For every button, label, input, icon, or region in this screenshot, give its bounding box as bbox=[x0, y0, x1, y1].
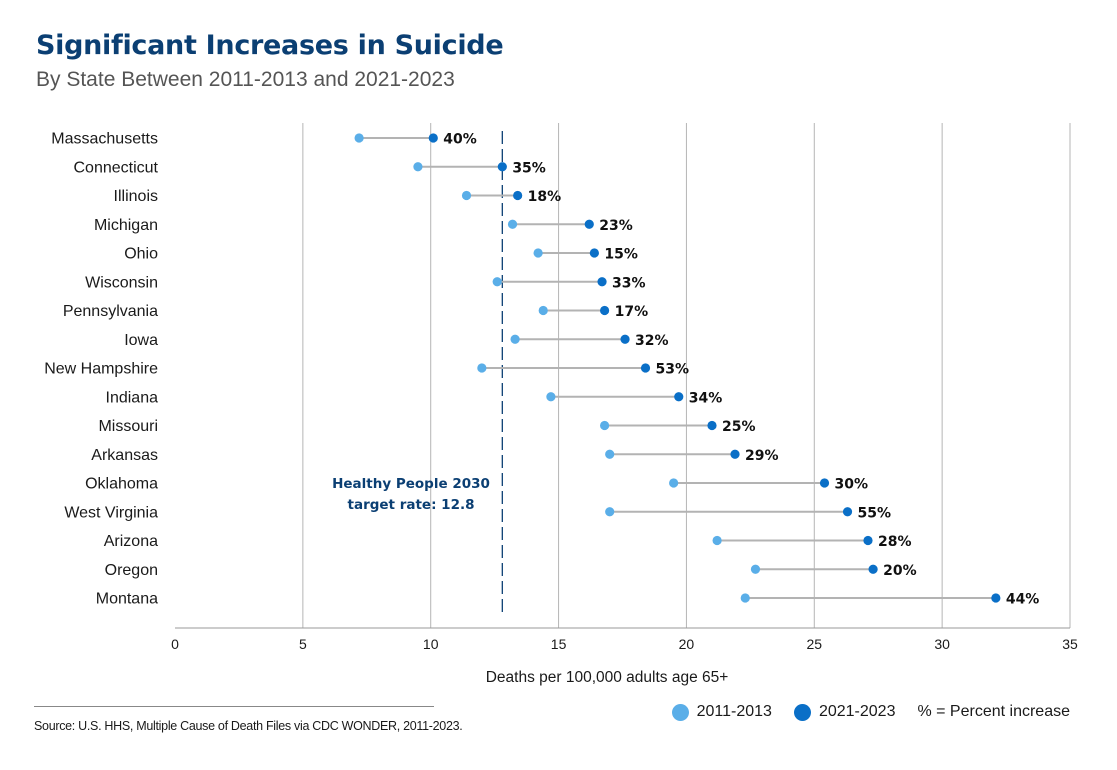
percent-label-oklahoma: 30% bbox=[835, 477, 869, 493]
point-2021-2023-massachusetts bbox=[428, 133, 438, 143]
category-label-oklahoma: Oklahoma bbox=[85, 476, 158, 493]
point-2011-2013-michigan bbox=[507, 219, 518, 229]
percent-label-iowa: 32% bbox=[635, 333, 669, 349]
dumbbell-chart: 0 5 10 15 20 25 30 35 Deaths per 100,000 adults … bbox=[44, 123, 1078, 686]
percent-label-arizona: 28% bbox=[878, 534, 912, 550]
point-2011-2013-oregon bbox=[750, 564, 761, 574]
x-tick-label-15: 15 bbox=[551, 636, 567, 652]
category-label-arkansas: Arkansas bbox=[91, 447, 158, 464]
category-label-wisconsin: Wisconsin bbox=[85, 274, 158, 291]
point-2021-2023-missouri bbox=[707, 420, 717, 431]
point-2021-2023-west-virginia bbox=[842, 507, 853, 517]
point-2011-2013-montana bbox=[740, 593, 750, 603]
legend-item-2011-2013: 2011-2013 bbox=[671, 703, 772, 721]
category-label-missouri: Missouri bbox=[98, 418, 158, 435]
legend-note-text: % = Percent increase bbox=[917, 703, 1070, 720]
percent-label-wisconsin: 33% bbox=[612, 275, 646, 291]
point-2011-2013-oklahoma bbox=[669, 478, 679, 488]
category-label-montana: Montana bbox=[96, 591, 158, 608]
legend-swatch-2011-2013 bbox=[671, 703, 689, 721]
point-2011-2013-arizona bbox=[712, 535, 722, 546]
category-label-michigan: Michigan bbox=[94, 217, 158, 234]
percent-label-pennsylvania: 17% bbox=[615, 304, 649, 320]
point-2011-2013-connecticut bbox=[413, 162, 423, 172]
point-2011-2013-ohio bbox=[533, 248, 543, 258]
point-2011-2013-arkansas bbox=[605, 449, 615, 459]
percent-label-connecticut: 35% bbox=[512, 160, 546, 176]
point-2011-2013-iowa bbox=[510, 334, 520, 344]
category-label-west-virginia: West Virginia bbox=[64, 504, 158, 521]
percent-label-montana: 44% bbox=[1006, 592, 1040, 608]
x-axis-label: Deaths per 100,000 adults age 65+ bbox=[486, 669, 729, 686]
point-2021-2023-arkansas bbox=[730, 449, 740, 459]
point-2021-2023-oklahoma bbox=[819, 478, 830, 488]
target-rate-label-line1: Healthy People 2030 bbox=[332, 476, 490, 492]
percent-label-new-hampshire: 53% bbox=[656, 362, 690, 378]
point-2011-2013-west-virginia bbox=[605, 507, 615, 517]
percent-label-oregon: 20% bbox=[883, 563, 917, 579]
legend-label-2011-2013: 2011-2013 bbox=[696, 703, 772, 720]
point-2021-2023-michigan bbox=[584, 219, 594, 229]
legend-label-2021-2023: 2021-2023 bbox=[818, 703, 896, 720]
point-2021-2023-iowa bbox=[620, 334, 630, 344]
target-rate-label-line2: target rate: 12.8 bbox=[348, 497, 475, 513]
percent-label-indiana: 34% bbox=[689, 390, 723, 406]
point-2011-2013-wisconsin bbox=[492, 277, 502, 287]
source-note: Source: U.S. HHS, Multiple Cause of Deat… bbox=[34, 719, 463, 733]
category-label-connecticut: Connecticut bbox=[74, 159, 159, 176]
point-2011-2013-missouri bbox=[600, 420, 610, 431]
category-label-arizona: Arizona bbox=[104, 533, 158, 550]
percent-label-massachusetts: 40% bbox=[443, 132, 477, 148]
x-tick-label-5: 5 bbox=[299, 636, 307, 652]
category-label-ohio: Ohio bbox=[124, 246, 158, 263]
x-tick-label-25: 25 bbox=[806, 636, 822, 652]
category-label-iowa: Iowa bbox=[124, 332, 158, 349]
legend: 2011-2013 2021-2023 % = Percent increase bbox=[671, 703, 1070, 721]
chart-title: Significant Increases in Suicide bbox=[36, 30, 504, 61]
legend-swatch-2021-2023 bbox=[793, 703, 811, 721]
percent-label-arkansas: 29% bbox=[745, 448, 779, 464]
x-tick-label-0: 0 bbox=[171, 636, 179, 652]
point-2011-2013-pennsylvania bbox=[538, 305, 548, 316]
point-2021-2023-illinois bbox=[513, 190, 523, 201]
percent-label-west-virginia: 55% bbox=[858, 505, 892, 521]
point-2021-2023-connecticut bbox=[497, 162, 507, 172]
point-2021-2023-pennsylvania bbox=[600, 305, 610, 316]
legend-item-2021-2023: 2021-2023 bbox=[793, 703, 896, 721]
x-tick-label-10: 10 bbox=[423, 636, 439, 652]
percent-label-ohio: 15% bbox=[604, 247, 638, 263]
point-2021-2023-indiana bbox=[674, 392, 684, 402]
point-2021-2023-montana bbox=[991, 593, 1001, 603]
point-2021-2023-wisconsin bbox=[597, 277, 607, 287]
point-2021-2023-oregon bbox=[868, 564, 878, 574]
category-label-new-hampshire: New Hampshire bbox=[44, 361, 158, 378]
x-tick-label-30: 30 bbox=[934, 636, 950, 652]
source-divider bbox=[34, 706, 434, 707]
point-2011-2013-massachusetts bbox=[354, 133, 364, 143]
category-label-indiana: Indiana bbox=[106, 389, 159, 406]
point-2011-2013-indiana bbox=[546, 392, 556, 402]
legend-note: % = Percent increase bbox=[917, 703, 1070, 721]
percent-label-michigan: 23% bbox=[599, 218, 633, 234]
point-2021-2023-new-hampshire bbox=[640, 363, 651, 373]
category-label-oregon: Oregon bbox=[105, 562, 158, 579]
chart-subtitle: By State Between 2011-2013 and 2021-2023 bbox=[36, 68, 455, 91]
point-2021-2023-arizona bbox=[863, 535, 873, 546]
category-label-pennsylvania: Pennsylvania bbox=[63, 303, 158, 320]
percent-label-missouri: 25% bbox=[722, 419, 756, 435]
category-label-illinois: Illinois bbox=[114, 188, 158, 205]
x-tick-label-35: 35 bbox=[1062, 636, 1078, 652]
x-tick-label-20: 20 bbox=[679, 636, 695, 652]
percent-label-illinois: 18% bbox=[528, 189, 562, 205]
point-2021-2023-ohio bbox=[589, 248, 599, 258]
point-2011-2013-new-hampshire bbox=[477, 363, 487, 373]
category-label-massachusetts: Massachusetts bbox=[51, 131, 158, 148]
point-2011-2013-illinois bbox=[461, 190, 472, 201]
